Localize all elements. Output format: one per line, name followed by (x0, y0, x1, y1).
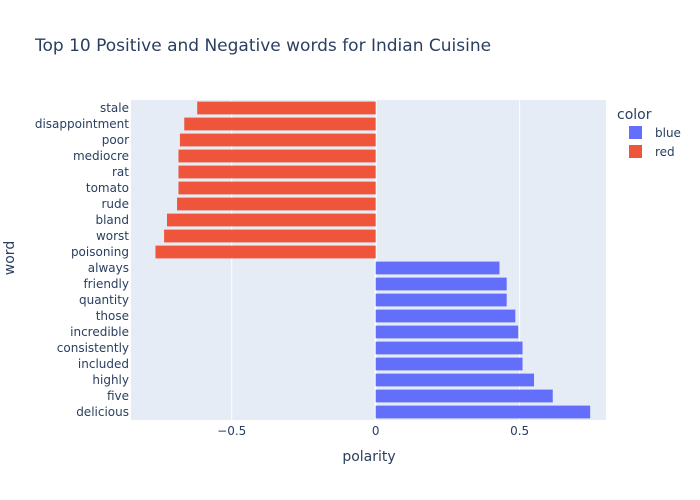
y-tick-label: bland (95, 213, 129, 227)
bar-stale (197, 101, 376, 115)
bar-included (375, 357, 523, 371)
bar-mediocre (178, 149, 376, 163)
y-tick-label: tomato (86, 181, 129, 195)
legend-label-red: red (655, 145, 675, 159)
y-tick-label: rude (101, 197, 129, 211)
bar-consistently (375, 341, 523, 355)
bar-those (375, 309, 516, 323)
y-tick-label: friendly (83, 277, 129, 291)
bar-incredible (375, 325, 519, 339)
y-tick-label: poisoning (71, 245, 129, 259)
y-tick-label: those (96, 309, 129, 323)
bar-quantity (375, 293, 507, 307)
bar-friendly (375, 277, 507, 291)
y-tick-label: poor (102, 133, 129, 147)
y-axis-title: word (2, 241, 18, 275)
legend: color blue red (617, 107, 681, 159)
y-tick-label: incredible (70, 325, 129, 339)
y-tick-label: disappointment (35, 117, 129, 131)
x-tick-label: 0 (372, 424, 380, 438)
bar-rat (178, 165, 376, 179)
bar-delicious (375, 405, 591, 419)
bar-rude (177, 197, 376, 211)
bar-poisoning (155, 245, 376, 259)
legend-swatch-red (629, 145, 642, 158)
y-tick-label: mediocre (73, 149, 129, 163)
y-tick-label: rat (112, 165, 129, 179)
x-tick-label: −0.5 (217, 424, 246, 438)
bar-five (375, 389, 553, 403)
y-tick-label: consistently (57, 341, 129, 355)
x-axis-title: polarity (342, 449, 395, 465)
legend-label-blue: blue (655, 126, 681, 140)
legend-title: color (617, 107, 652, 123)
x-tick-label: 0.5 (510, 424, 529, 438)
bar-poor (179, 133, 376, 147)
plot-area: −0.5 0 0.5 stale disappointment poor mediocre r… (35, 100, 606, 438)
y-tick-label: included (78, 357, 129, 371)
bar-disappointment (184, 117, 376, 131)
bar-always (375, 261, 500, 275)
y-tick-label: highly (92, 373, 129, 387)
y-tick-label: quantity (79, 293, 129, 307)
y-tick-label: five (107, 389, 129, 403)
legend-swatch-blue (629, 126, 642, 139)
chart-title: Top 10 Positive and Negative words for I… (34, 36, 491, 56)
bar-highly (375, 373, 535, 387)
y-tick-label: always (88, 261, 129, 275)
bar-worst (164, 229, 376, 243)
y-tick-label: stale (100, 101, 129, 115)
bar-bland (166, 213, 376, 227)
y-tick-label: worst (96, 229, 129, 243)
plot-background (131, 100, 606, 420)
bar-tomato (178, 181, 376, 195)
y-tick-label: delicious (76, 405, 129, 419)
